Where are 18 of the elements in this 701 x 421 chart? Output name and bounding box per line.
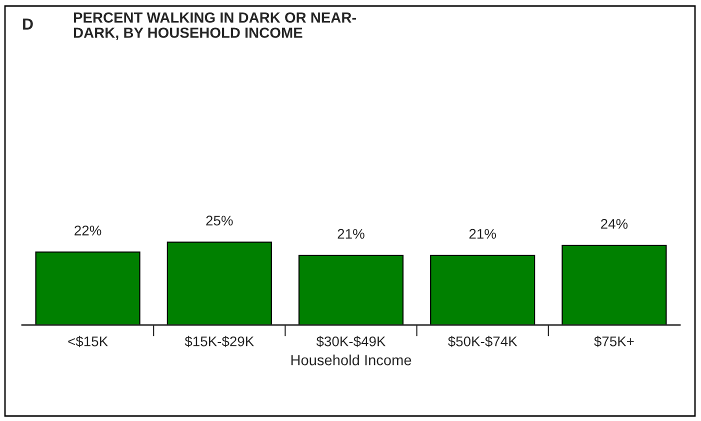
x-axis-title: Household Income <box>291 354 412 366</box>
text: D <box>23 18 33 30</box>
x-tick-label: $15K-$29K <box>184 336 254 348</box>
bar <box>562 244 667 325</box>
data-label: 22% <box>74 226 102 236</box>
x-tick-label: <$15K <box>68 336 108 348</box>
chart-title: PERCENT WALKING IN DARK OR NEAR- DARK, BY HOUSEHOLD INCOME <box>74 12 356 40</box>
data-label: 21% <box>338 228 364 239</box>
x-tick-label: $30K-$49K <box>316 336 386 348</box>
bar <box>430 254 536 325</box>
data-label: 24% <box>601 218 628 229</box>
data-label: 25% <box>206 216 233 226</box>
bar <box>166 242 272 325</box>
x-tick-label: $50K-$74K <box>448 336 518 348</box>
data-label: 21% <box>469 228 496 239</box>
x-tick-label: $75K+ <box>594 336 634 348</box>
bar <box>35 252 140 325</box>
bar <box>298 254 404 325</box>
